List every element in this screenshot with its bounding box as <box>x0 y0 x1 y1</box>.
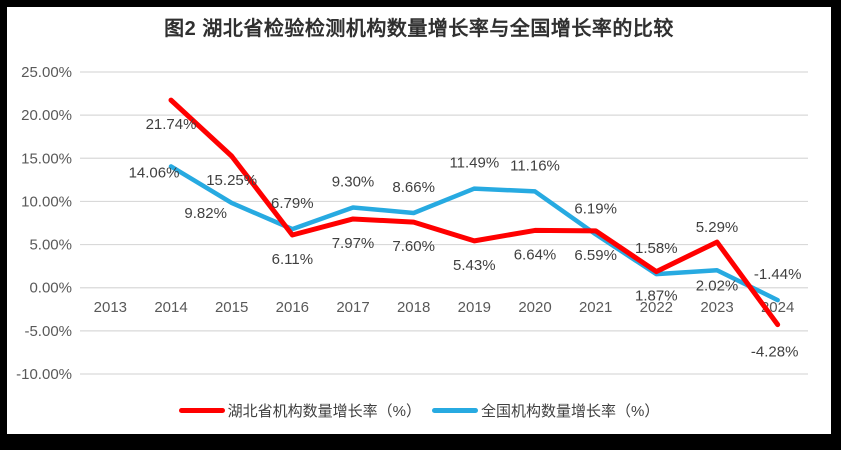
legend-label-hubei: 湖北省机构数量增长率（%） <box>227 403 421 420</box>
data-label-hubei-2014: 21.74% <box>146 116 197 133</box>
series-line-hubei <box>168 97 781 328</box>
legend-swatch-hubei <box>178 408 225 413</box>
data-label-hubei-2024: -4.28% <box>751 344 799 361</box>
data-label-national-2019: 11.49% <box>449 155 499 172</box>
y-axis-tick-label: -10.00% <box>16 366 72 383</box>
data-label-national-2021: 6.19% <box>574 200 617 217</box>
data-label-national-2024: -1.44% <box>754 266 802 283</box>
chart-title: 图2 湖北省检验检测机构数量增长率与全国增长率的比较 <box>164 18 674 40</box>
data-label-national-2018: 8.66% <box>392 179 435 196</box>
y-axis-tick-label: 10.00% <box>21 193 72 210</box>
x-axis-label-2014: 2014 <box>154 299 187 316</box>
data-label-hubei-2018: 7.60% <box>392 238 435 255</box>
data-label-hubei-2021: 6.59% <box>574 247 617 264</box>
x-axis-label-2018: 2018 <box>397 299 430 316</box>
y-axis-tick-label: 5.00% <box>29 237 72 254</box>
y-axis-tick-label: 25.00% <box>21 64 72 81</box>
legend-label-national: 全国机构数量增长率（%） <box>481 403 660 420</box>
y-axis-tick-label: 20.00% <box>21 107 72 124</box>
data-label-hubei-2015: 15.25% <box>206 172 257 189</box>
data-label-hubei-2020: 6.64% <box>514 246 557 263</box>
x-axis-label-2023: 2023 <box>700 299 733 316</box>
legend-item-national: 全国机构数量增长率（%） <box>432 400 659 421</box>
data-label-hubei-2023: 5.29% <box>696 219 739 236</box>
x-axis-label-2021: 2021 <box>579 299 612 316</box>
data-label-hubei-2016: 6.11% <box>272 251 313 268</box>
data-label-national-2020: 11.16% <box>510 157 560 174</box>
x-axis-label-2022: 2022 <box>640 299 673 316</box>
legend-item-hubei: 湖北省机构数量增长率（%） <box>178 400 421 421</box>
data-label-national-2015: 9.82% <box>184 205 227 222</box>
legend-swatch-national <box>432 408 478 413</box>
x-axis-label-2016: 2016 <box>276 299 309 316</box>
legend: 湖北省机构数量增长率（%） 全国机构数量增长率（%） <box>7 400 831 421</box>
x-axis-label-2017: 2017 <box>336 299 369 316</box>
y-axis-tick-label: 0.00% <box>29 280 72 297</box>
x-axis-label-2019: 2019 <box>458 299 491 316</box>
series-line-national <box>168 164 780 303</box>
data-label-hubei-2017: 7.97% <box>332 235 375 252</box>
line-chart: 25.00% 20.00% 15.00% 10.00% 5.00% 0.00% -5.00%… <box>16 64 808 383</box>
data-label-national-2014: 14.06% <box>129 164 180 181</box>
data-label-national-2016: 6.79% <box>271 195 314 212</box>
data-label-hubei-2019: 5.43% <box>453 257 496 274</box>
data-label-hubei-2022: 1.87% <box>635 288 678 305</box>
data-label-national-2017: 9.30% <box>332 173 375 190</box>
x-axis-label-2013: 2013 <box>94 299 127 316</box>
x-axis-label-2020: 2020 <box>518 299 551 316</box>
x-axis-label-2015: 2015 <box>215 299 248 316</box>
y-axis-tick-label: 15.00% <box>21 150 72 167</box>
y-axis-tick-label: -5.00% <box>24 323 72 340</box>
data-label-national-2023: 2.02% <box>696 277 739 294</box>
data-label-national-2022: 1.58% <box>635 240 678 257</box>
